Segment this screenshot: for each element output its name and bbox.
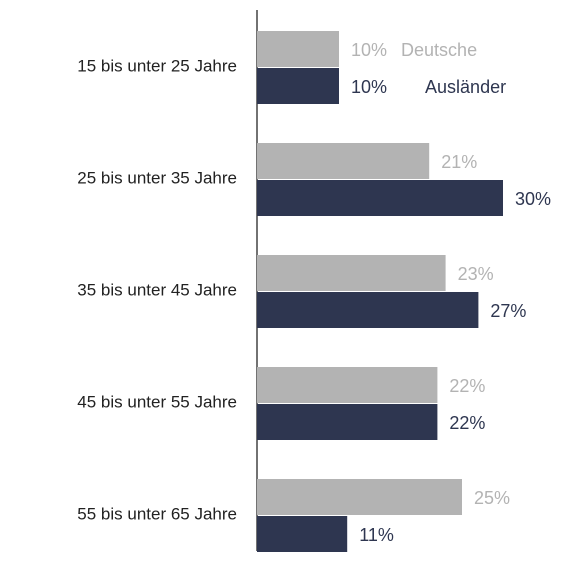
value-label: 21% [441,152,477,172]
value-label: 25% [474,488,510,508]
value-label: 10% [351,40,387,60]
value-label: 22% [449,376,485,396]
legend-label: Ausländer [425,77,506,97]
category-label: 35 bis unter 45 Jahre [77,280,237,299]
value-label: 11% [359,525,394,545]
bar [257,143,430,179]
bar [257,516,348,552]
bar [257,367,438,403]
bar [257,479,462,515]
value-label: 30% [515,189,551,209]
value-label: 27% [490,301,526,321]
category-label: 55 bis unter 65 Jahre [77,504,237,523]
bar [257,255,446,291]
bar [257,404,438,440]
bar [257,31,339,67]
bar [257,68,339,104]
category-label: 45 bis unter 55 Jahre [77,392,237,411]
value-label: 23% [458,264,494,284]
value-label: 10% [351,77,387,97]
legend-label: Deutsche [401,40,477,60]
value-label: 22% [449,413,485,433]
bar [257,292,479,328]
category-label: 15 bis unter 25 Jahre [77,56,237,75]
category-label: 25 bis unter 35 Jahre [77,168,237,187]
bar [257,180,503,216]
